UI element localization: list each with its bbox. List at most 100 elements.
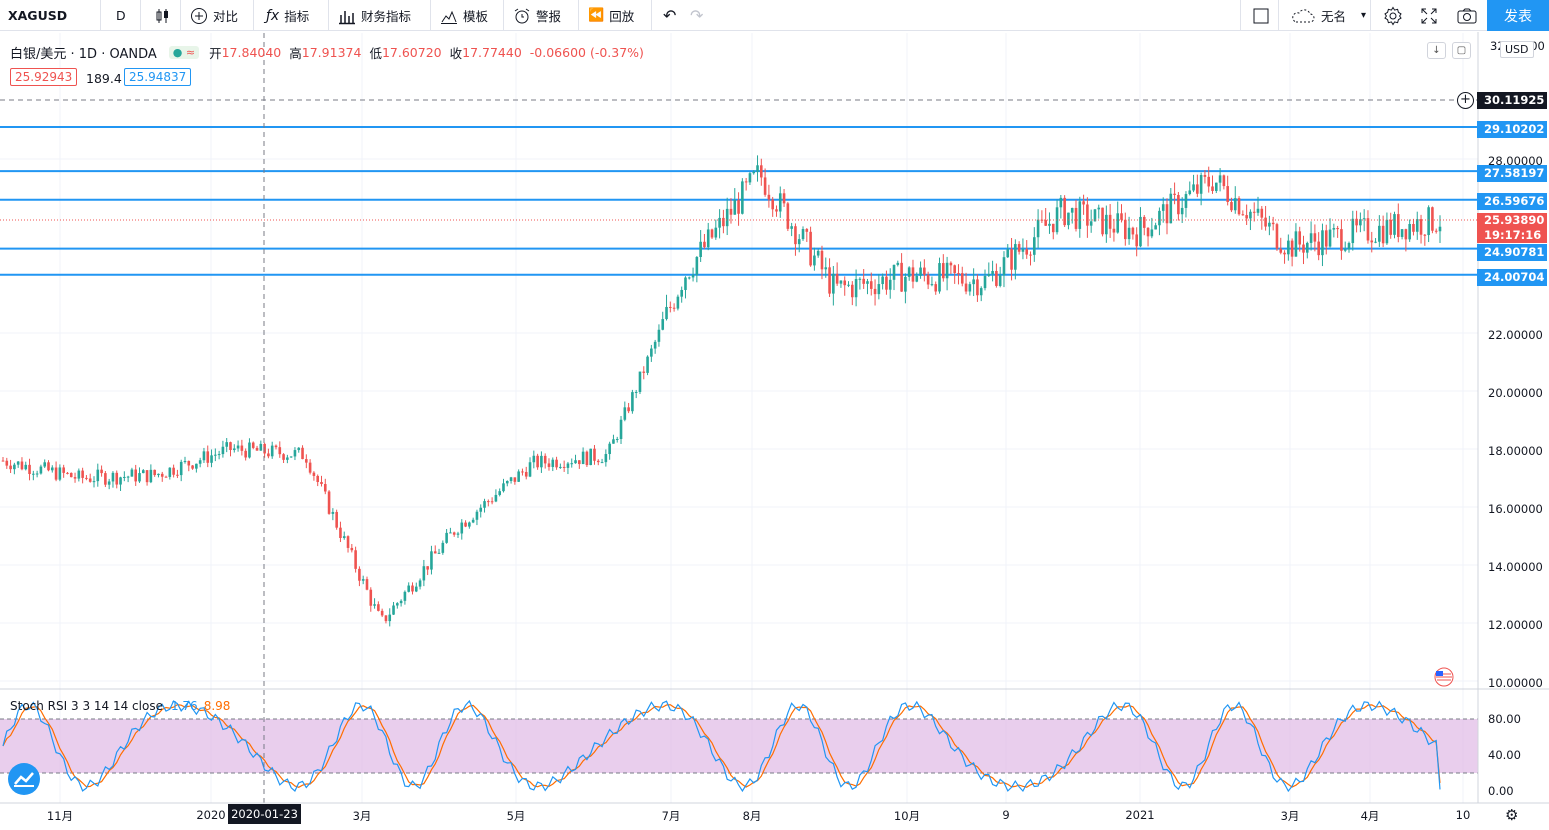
replay-button[interactable]: ⏪ 回放 <box>580 0 642 31</box>
layout-toggle-button[interactable] <box>1244 0 1278 31</box>
candle <box>1374 238 1377 244</box>
candle <box>123 471 126 482</box>
financials-button[interactable]: 财务指标 <box>330 0 419 31</box>
flag-icon[interactable] <box>1430 663 1462 687</box>
candle <box>1150 217 1154 239</box>
divider <box>578 0 579 31</box>
candle <box>1006 244 1010 259</box>
bid-price[interactable]: 25.92943 <box>10 68 78 86</box>
candle <box>214 448 217 462</box>
candle <box>232 444 236 453</box>
candle <box>1025 240 1029 259</box>
candle <box>244 448 247 461</box>
compare-label: 对比 <box>213 9 239 24</box>
candle <box>1423 234 1427 246</box>
candle <box>998 266 1002 288</box>
candle <box>687 276 691 280</box>
candle <box>1101 207 1104 237</box>
chart-canvas[interactable] <box>0 32 1549 830</box>
square-icon <box>1253 8 1269 23</box>
redo-button[interactable]: ↷ <box>682 0 711 31</box>
settings-button[interactable] <box>1375 0 1411 31</box>
candle <box>107 478 111 490</box>
candle <box>1078 196 1082 238</box>
redo-icon: ↷ <box>690 6 704 25</box>
candle <box>1142 215 1146 236</box>
candle <box>1059 194 1063 219</box>
candle <box>202 447 206 463</box>
low-label: 低 <box>369 46 382 61</box>
open-value: 17.84040 <box>221 45 282 60</box>
candle <box>919 261 922 279</box>
candle <box>938 257 941 294</box>
candle <box>843 276 847 296</box>
interval-button[interactable]: D <box>108 0 134 31</box>
screenshot-button[interactable] <box>1448 0 1486 31</box>
candle <box>69 472 73 478</box>
fullscreen-button[interactable] <box>1412 0 1446 31</box>
collapse-button[interactable]: ↓ <box>1427 42 1446 59</box>
candle <box>528 457 532 478</box>
tradingview-logo-icon[interactable] <box>8 763 40 795</box>
candle <box>81 467 84 484</box>
candle <box>604 449 608 467</box>
publish-button[interactable]: 发表 <box>1487 0 1549 31</box>
candle <box>581 447 585 465</box>
candle <box>1146 227 1150 247</box>
candle <box>225 438 229 453</box>
chart-style-button[interactable] <box>146 0 180 31</box>
candle <box>896 260 900 267</box>
candle <box>1017 241 1021 255</box>
candle <box>464 520 467 528</box>
candle <box>744 177 748 191</box>
candle <box>172 464 175 478</box>
candle <box>16 461 20 468</box>
candle <box>316 474 319 487</box>
candle <box>1055 199 1059 235</box>
undo-icon: ↶ <box>663 6 677 25</box>
candle <box>251 441 255 450</box>
candle <box>183 456 187 464</box>
candle <box>1169 188 1173 224</box>
candle <box>1249 209 1252 231</box>
candle <box>650 344 653 362</box>
candle <box>1370 231 1374 253</box>
templates-button[interactable]: 模板 <box>432 0 496 31</box>
add-level-icon[interactable]: + <box>1457 92 1474 109</box>
currency-label[interactable]: USD <box>1500 41 1534 58</box>
ask-price[interactable]: 25.94837 <box>124 68 192 86</box>
symbol-search-button[interactable]: XAGUSD <box>0 0 75 31</box>
candle <box>130 467 134 477</box>
candle <box>976 274 979 302</box>
fullscreen-icon <box>1421 8 1437 23</box>
candle <box>160 471 164 482</box>
status-pill[interactable]: ● ≈ <box>168 46 200 59</box>
indicators-button[interactable]: ƒx 指标 <box>258 0 317 31</box>
candle <box>426 566 429 576</box>
maximize-button[interactable]: ▢ <box>1452 42 1471 59</box>
candle <box>88 473 92 483</box>
candles-icon <box>156 8 168 23</box>
candle <box>574 454 577 464</box>
undo-button[interactable]: ↶ <box>655 0 684 31</box>
candle <box>168 467 172 480</box>
high-label: 高 <box>289 46 302 61</box>
time-axis-label: 4月 <box>1360 809 1380 823</box>
candle <box>479 504 483 518</box>
candle <box>92 476 96 488</box>
layout-name-button[interactable]: 无名 ▾ <box>1282 0 1374 31</box>
candle <box>778 186 782 218</box>
candle <box>320 475 323 487</box>
candle <box>1412 218 1415 236</box>
compare-button[interactable]: 对比 <box>182 0 246 31</box>
candle <box>293 447 297 461</box>
axis-settings-button[interactable]: ⚙ <box>1505 806 1518 824</box>
alert-button[interactable]: 警报 <box>505 0 569 31</box>
candle <box>763 168 767 197</box>
candle <box>195 463 198 473</box>
candle <box>839 280 843 288</box>
candle <box>301 445 304 460</box>
candle <box>578 460 581 469</box>
plus-circle-icon <box>191 7 207 24</box>
level-price-label: 26.59676 <box>1477 193 1547 210</box>
